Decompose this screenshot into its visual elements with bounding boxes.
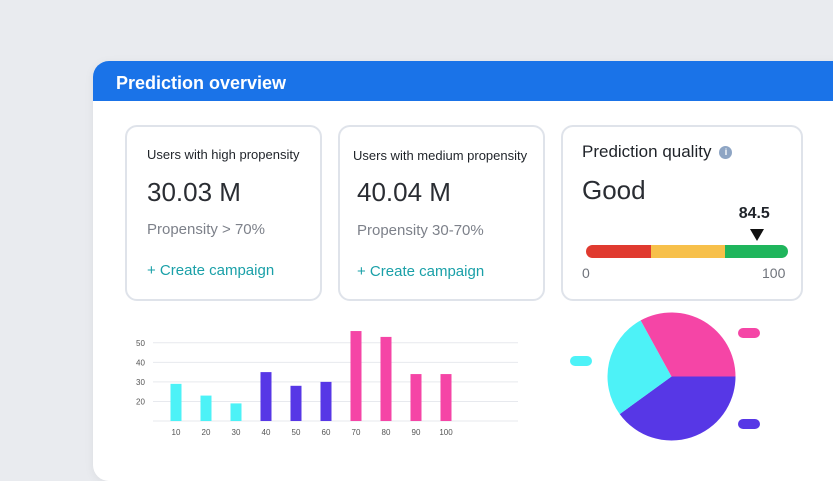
card-title: Users with medium propensity [353, 148, 528, 163]
bar [200, 395, 212, 421]
pie-slice [619, 376, 736, 441]
card-title: Users with high propensity [147, 147, 300, 162]
legend-pill-icon [738, 328, 760, 338]
bar [290, 385, 302, 421]
propensity-bar-chart: 20 30 40 50 10 20 30 40 50 60 70 80 90 100 [136, 331, 518, 437]
gauge-segment [586, 245, 651, 258]
x-tick-label: 10 [172, 428, 181, 437]
quality-title: Prediction quality i [582, 142, 733, 162]
bar [380, 336, 392, 421]
card-value: 30.03 M [147, 177, 241, 207]
create-campaign-link[interactable]: + Create campaign [357, 263, 485, 280]
x-tick-label: 80 [382, 428, 391, 437]
high-propensity-card: Users with high propensity 30.03 M Prope… [125, 125, 322, 301]
medium-propensity-card: Users with medium propensity 40.04 M Pro… [338, 125, 545, 301]
card-subtitle: Propensity > 70% [147, 221, 265, 238]
y-tick-label: 50 [136, 339, 145, 348]
pie-slice [607, 320, 672, 415]
x-tick-label: 50 [292, 428, 301, 437]
gauge-max-label: 100 [762, 265, 786, 281]
gauge-segment [650, 245, 726, 258]
y-tick-label: 30 [136, 378, 145, 387]
x-tick-label: 60 [322, 428, 331, 437]
pie-slice [640, 312, 736, 377]
gauge-pointer-icon [749, 229, 764, 241]
quality-gauge-bar [586, 245, 788, 258]
prediction-quality-card: Prediction quality i Good 84.5 0 100 [561, 125, 803, 301]
y-tick-label: 40 [136, 358, 145, 367]
x-tick-label: 40 [262, 428, 271, 437]
create-campaign-link[interactable]: + Create campaign [147, 262, 275, 279]
bar [440, 374, 452, 421]
x-tick-label: 70 [352, 428, 361, 437]
propensity-pie-chart [607, 312, 736, 441]
card-value: 40.04 M [357, 177, 451, 207]
info-icon[interactable]: i [719, 146, 733, 159]
bar [260, 372, 272, 421]
x-tick-label: 20 [202, 428, 211, 437]
bar [170, 383, 182, 421]
panel-title: Prediction overview [93, 61, 833, 101]
bar [410, 374, 422, 421]
bar [320, 381, 332, 421]
quality-title-text: Prediction quality [582, 142, 712, 161]
quality-value: Good [582, 175, 646, 205]
y-tick-label: 20 [136, 397, 145, 406]
x-tick-label: 90 [412, 428, 421, 437]
bar [230, 403, 242, 421]
gauge-min-label: 0 [582, 265, 590, 281]
legend-pill-icon [570, 356, 592, 366]
quality-score: 84.5 [738, 205, 770, 222]
gauge-segment [725, 245, 788, 258]
x-tick-label: 100 [439, 428, 453, 437]
bar [350, 331, 362, 421]
x-tick-label: 30 [232, 428, 241, 437]
legend-pill-icon [738, 419, 760, 429]
card-subtitle: Propensity 30-70% [357, 222, 484, 239]
